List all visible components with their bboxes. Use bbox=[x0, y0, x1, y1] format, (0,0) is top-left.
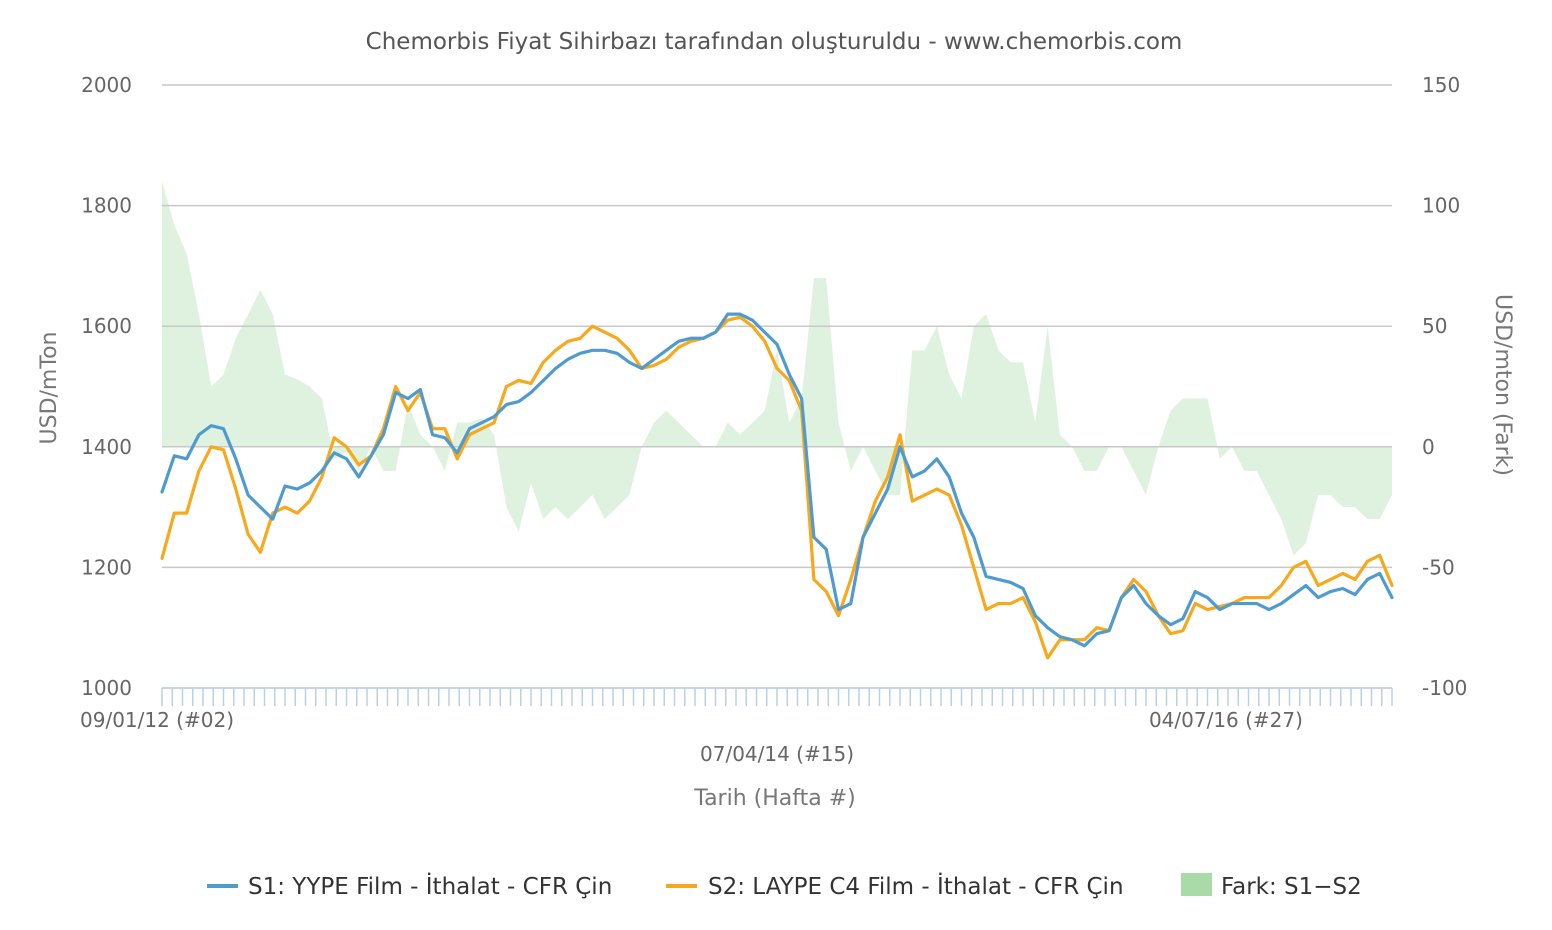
x-tick-label: 09/01/12 (#02) bbox=[80, 708, 234, 732]
legend-s1-label: S1: YYPE Film - İthalat - CFR Çin bbox=[248, 872, 612, 900]
y-tick-label: 1200 bbox=[81, 555, 132, 579]
x-axis: 09/01/12 (#02) 07/04/14 (#15) 04/07/16 (#2… bbox=[80, 687, 1393, 766]
legend-diff-label: Fark: S1−S2 bbox=[1221, 874, 1362, 900]
y-tick-label: 1800 bbox=[81, 194, 132, 218]
y-axis-left: 2000 1800 1600 1400 1200 1000 bbox=[81, 73, 132, 700]
y-tick-label: 2000 bbox=[81, 73, 132, 97]
series-lines bbox=[160, 312, 1394, 660]
y2-tick-label: 0 bbox=[1422, 435, 1435, 459]
x-tick-label: 07/04/14 (#15) bbox=[700, 742, 854, 766]
y-axis-title-left: USD/mTon bbox=[37, 332, 62, 445]
y2-tick-label: -100 bbox=[1422, 676, 1467, 700]
legend: S1: YYPE Film - İthalat - CFR Çin S2: LA… bbox=[207, 872, 1362, 900]
y2-tick-label: 150 bbox=[1422, 73, 1460, 97]
legend-diff-swatch bbox=[1181, 873, 1212, 896]
series-s1-line bbox=[160, 312, 1394, 648]
y2-tick-label: -50 bbox=[1422, 555, 1455, 579]
series-s2-line bbox=[160, 315, 1394, 660]
y2-tick-label: 100 bbox=[1422, 194, 1460, 218]
y-axis-title-right: USD/mton (Fark) bbox=[1490, 294, 1515, 476]
y-tick-label: 1400 bbox=[81, 435, 132, 459]
legend-s2-label: S2: LAYPE C4 Film - İthalat - CFR Çin bbox=[708, 872, 1124, 900]
y-axis-right: 150 100 50 0 -50 -100 bbox=[1422, 73, 1467, 700]
y-tick-label: 1000 bbox=[81, 676, 132, 700]
y2-tick-label: 50 bbox=[1422, 314, 1447, 338]
chart-title: Chemorbis Fiyat Sihirbazı tarafından olu… bbox=[366, 29, 1183, 55]
x-axis-title: Tarih (Hafta #) bbox=[693, 786, 855, 811]
y-tick-label: 1600 bbox=[81, 314, 132, 338]
x-tick-label: 04/07/16 (#27) bbox=[1149, 708, 1303, 732]
